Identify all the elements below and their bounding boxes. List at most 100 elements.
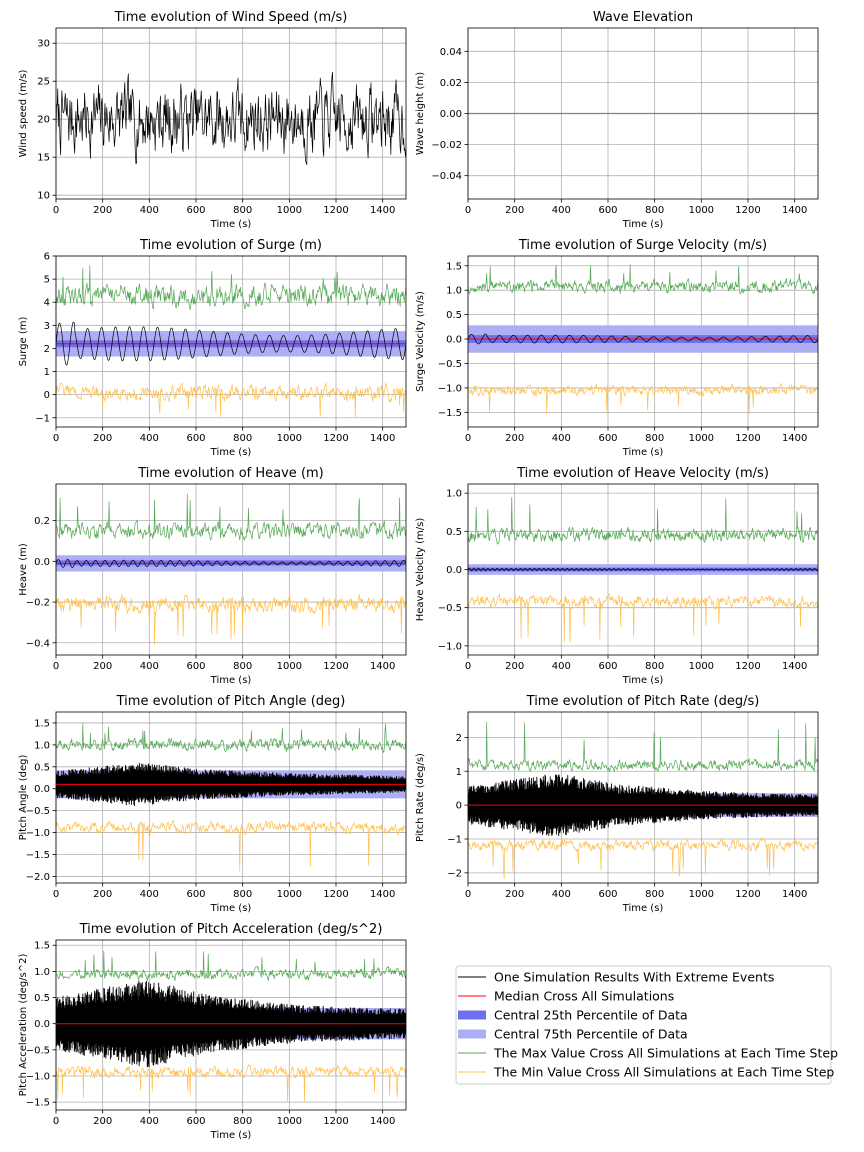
y-tick-label: 0.0 — [446, 565, 462, 576]
x-tick-label: 400 — [552, 433, 571, 444]
y-tick-label: −0.5 — [26, 1045, 50, 1056]
y-tick-label: 1 — [44, 367, 50, 378]
x-tick-label: 1400 — [782, 433, 807, 444]
subplot-9: 0 200 400 600 800 1000 1200 1400 −1.5 −1.0 −0.5 0.0… — [18, 922, 407, 1141]
y-axis-label: Surge Velocity (m/s) — [415, 291, 426, 392]
y-tick-label: 0.5 — [34, 762, 50, 773]
x-tick-label: 0 — [53, 433, 59, 444]
x-tick-label: 1400 — [782, 205, 807, 216]
y-tick-label: −0.5 — [26, 806, 50, 817]
legend-swatch — [458, 1010, 486, 1020]
legend-label: One Simulation Results With Extreme Even… — [494, 970, 774, 985]
series-one-simulation-results-with-extreme-events — [468, 774, 818, 837]
subplot-6: 0 200 400 600 800 1000 1200 1400 −1.0 −0.5 0.0 0.5 1… — [415, 466, 819, 686]
y-tick-label: 0.0 — [34, 557, 50, 568]
x-tick-label: 1400 — [370, 1116, 395, 1127]
y-tick-label: 1.5 — [34, 718, 50, 729]
chart-title: Time evolution of Surge (m) — [139, 238, 322, 253]
x-axis-label: Time (s) — [210, 1130, 252, 1141]
x-tick-label: 1000 — [277, 205, 302, 216]
x-tick-label: 200 — [93, 205, 112, 216]
x-tick-label: 200 — [93, 1116, 112, 1127]
y-tick-label: 2 — [456, 733, 462, 744]
plot-area — [468, 264, 818, 415]
x-tick-label: 400 — [140, 661, 159, 672]
x-tick-label: 600 — [598, 433, 617, 444]
legend-item: Median Cross All Simulations — [458, 989, 674, 1004]
x-tick-label: 400 — [552, 661, 571, 672]
x-tick-label: 600 — [186, 1116, 205, 1127]
y-tick-label: 30 — [37, 39, 50, 50]
y-tick-label: −1.0 — [438, 641, 462, 652]
subplot-8: 0 200 400 600 800 1000 1200 1400 −2 −1 0 1 2 Time evo… — [415, 694, 819, 914]
x-tick-label: 600 — [598, 205, 617, 216]
y-tick-label: 0.0 — [34, 1019, 50, 1030]
y-tick-label: −2.0 — [26, 872, 50, 883]
y-tick-label: 0 — [456, 801, 462, 812]
y-tick-label: 1.5 — [34, 941, 50, 952]
plot-area — [56, 71, 406, 165]
legend-label: The Max Value Cross All Simulations at E… — [493, 1046, 838, 1061]
x-tick-label: 1200 — [735, 205, 760, 216]
x-axis-label: Time (s) — [210, 219, 252, 230]
x-tick-label: 800 — [233, 205, 252, 216]
legend-item: Central 75th Percentile of Data — [458, 1027, 688, 1042]
y-tick-label: −1.0 — [26, 1072, 50, 1083]
legend-item: The Max Value Cross All Simulations at E… — [458, 1046, 838, 1061]
y-tick-label: 1.0 — [446, 489, 462, 500]
y-tick-label: −1.5 — [26, 850, 50, 861]
series-the-min-value-cross-all-simulations-at-each-time-step — [468, 593, 818, 643]
subplot-4: 0 200 400 600 800 1000 1200 1400 −1.5 −1.0 −0.5 0.0… — [415, 238, 819, 458]
y-tick-label: −0.02 — [431, 140, 462, 151]
legend-label: The Min Value Cross All Simulations at E… — [493, 1065, 834, 1080]
x-tick-label: 400 — [140, 433, 159, 444]
series-one-simulation-results-with-extreme-events — [56, 558, 406, 568]
chart-title: Time evolution of Heave (m) — [137, 466, 324, 481]
y-tick-label: 0.2 — [34, 516, 50, 527]
subplot-1: 0 200 400 600 800 1000 1200 1400 10 15 20 25 30 Time … — [18, 10, 407, 230]
y-tick-label: 4 — [44, 298, 50, 309]
y-tick-label: 2 — [44, 344, 50, 355]
axes-frame — [55, 483, 407, 656]
y-tick-label: 25 — [37, 77, 50, 88]
x-tick-label: 1400 — [782, 889, 807, 900]
y-tick-label: 1.5 — [446, 261, 462, 272]
x-tick-label: 1000 — [277, 889, 302, 900]
y-tick-label: 0 — [44, 390, 50, 401]
series-the-max-value-cross-all-simulations-at-each-time-step — [468, 497, 818, 545]
x-tick-label: 800 — [233, 661, 252, 672]
x-tick-label: 600 — [186, 433, 205, 444]
x-axis-label: Time (s) — [210, 903, 252, 914]
series-the-max-value-cross-all-simulations-at-each-time-step — [56, 265, 406, 310]
y-tick-label: 0.02 — [440, 78, 462, 89]
x-tick-label: 1000 — [277, 661, 302, 672]
axes-frame — [55, 27, 407, 200]
series-the-min-value-cross-all-simulations-at-each-time-step — [468, 383, 818, 415]
chart-title: Time evolution of Pitch Rate (deg/s) — [526, 694, 760, 709]
y-tick-label: −0.04 — [431, 171, 462, 182]
x-axis-label: Time (s) — [210, 675, 252, 686]
y-axis-label: Wave height (m) — [415, 72, 426, 155]
legend-label: Median Cross All Simulations — [494, 989, 674, 1004]
y-axis-label: Heave Velocity (m/s) — [415, 518, 426, 622]
x-tick-label: 200 — [505, 205, 524, 216]
y-axis-label: Wind speed (m/s) — [18, 69, 29, 157]
x-tick-label: 1200 — [323, 889, 348, 900]
y-tick-label: −0.4 — [26, 638, 50, 649]
plot-area — [56, 493, 406, 645]
x-tick-label: 1200 — [323, 661, 348, 672]
x-tick-label: 0 — [53, 661, 59, 672]
y-tick-label: −0.2 — [26, 598, 50, 609]
legend-frame — [455, 965, 832, 1085]
y-tick-label: 0.5 — [34, 993, 50, 1004]
x-tick-label: 400 — [140, 889, 159, 900]
series-the-min-value-cross-all-simulations-at-each-time-step — [56, 593, 406, 645]
series-the-min-value-cross-all-simulations-at-each-time-step — [468, 837, 818, 879]
series-the-max-value-cross-all-simulations-at-each-time-step — [56, 493, 406, 541]
y-tick-label: −2 — [447, 868, 462, 879]
x-tick-label: 1000 — [689, 661, 714, 672]
legend-swatch — [458, 1029, 486, 1039]
x-tick-label: 200 — [505, 433, 524, 444]
axes-frame — [467, 255, 819, 428]
